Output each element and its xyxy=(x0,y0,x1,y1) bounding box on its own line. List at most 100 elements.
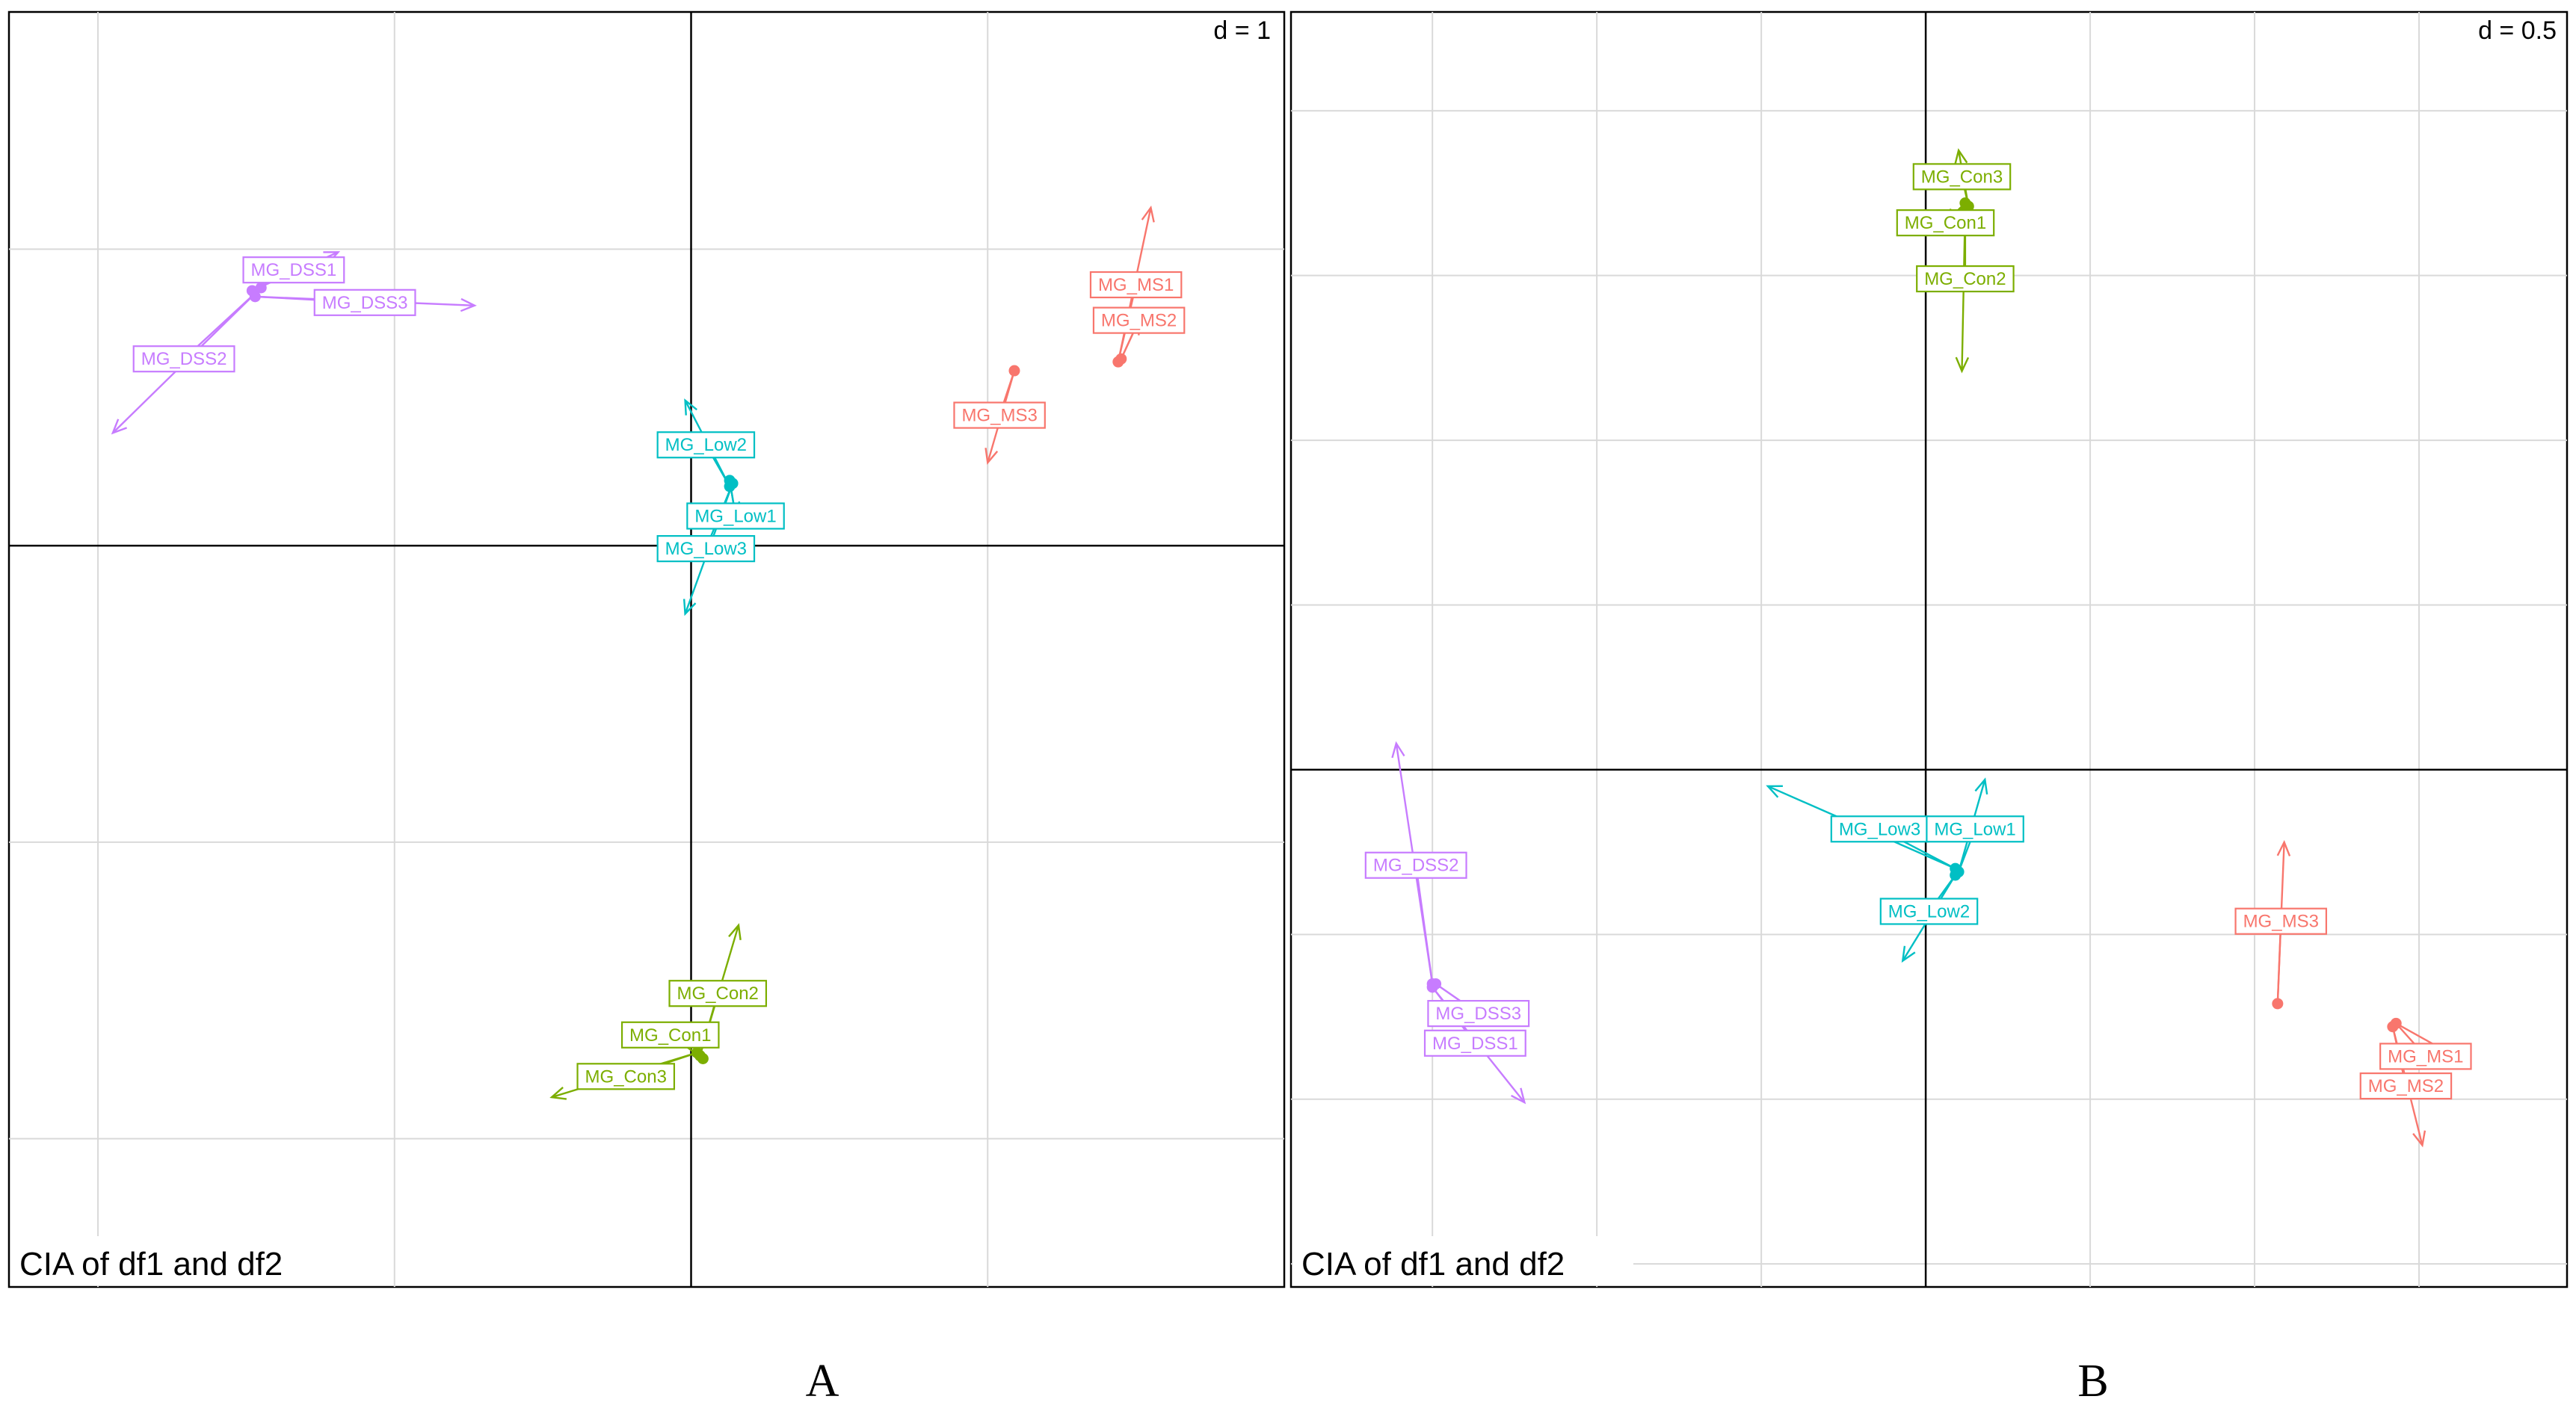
panel-a-label-text-mg-low2: MG_Low2 xyxy=(665,435,747,455)
panel-a-label-text-mg-dss1: MG_DSS1 xyxy=(251,260,337,280)
panel-a-arrowhead-mg-con3 xyxy=(549,1087,567,1100)
panel-b-label-box-mg-ms1 xyxy=(2379,1043,2472,1070)
panel-a-label-box-mg-con2 xyxy=(668,980,768,1007)
panel-b-label-mg-dss1: MG_DSS1 xyxy=(1423,1029,1526,1057)
panel-a-label-text-mg-ms1: MG_MS1 xyxy=(1098,275,1174,295)
panel-a-label-box-mg-dss2 xyxy=(132,345,235,373)
panel-a-label-text-mg-dss2: MG_DSS2 xyxy=(141,349,227,369)
panel-a-points xyxy=(246,282,1127,1065)
panel-a-label-box-mg-con3 xyxy=(576,1063,676,1090)
panel-a-caption-bg xyxy=(10,1236,351,1285)
panel-a-label-mg-con2: MG_Con2 xyxy=(668,980,768,1007)
panel-b-point-mg-ms2 xyxy=(2387,1021,2399,1033)
panel-a-label-mg-low3: MG_Low3 xyxy=(656,535,756,563)
panel-b-label-text-mg-ms2: MG_MS2 xyxy=(2368,1076,2444,1096)
panel-b-arrowhead-mg-dss1 xyxy=(1511,1087,1526,1105)
panel-a-label-box-mg-dss1 xyxy=(242,256,345,284)
panel-a-label-mg-con1: MG_Con1 xyxy=(620,1021,720,1049)
panel-b: MG_Con3 MG_Con1 MG_Con2 MG_Low3 MG_Low1 MG_Lo… xyxy=(1289,10,2569,1407)
panel-b-arrowhead-mg-ms3 xyxy=(2276,839,2291,856)
panel-a-label-text-mg-ms3: MG_MS3 xyxy=(961,406,1037,426)
panel-a-label-mg-low2: MG_Low2 xyxy=(656,431,756,459)
panel-b-caption-bg xyxy=(1292,1236,1633,1285)
panel-a-label-mg-dss2: MG_DSS2 xyxy=(132,345,235,373)
panel-b-arrowhead-mg-con2 xyxy=(1955,356,1970,374)
panel-b-label-box-mg-dss1 xyxy=(1423,1029,1526,1057)
panel-b-label-box-mg-low2 xyxy=(1879,898,1979,925)
panel-b-label-box-mg-ms2 xyxy=(2359,1072,2453,1100)
panel-b-label-mg-dss2: MG_DSS2 xyxy=(1364,851,1467,879)
panel-b-label-box-mg-con1 xyxy=(1896,209,1995,237)
panel-a-point-mg-ms3 xyxy=(1008,365,1020,377)
panel-a-point-mg-low3 xyxy=(727,478,739,490)
panel-a-arrowhead-mg-dss3 xyxy=(460,297,477,312)
panel-a-label-mg-low1: MG_Low1 xyxy=(686,502,785,530)
panel-b-label-mg-ms1: MG_MS1 xyxy=(2379,1043,2472,1070)
panel-b-label-text-mg-ms3: MG_MS3 xyxy=(2243,912,2319,932)
panel-b-label-box-mg-ms3 xyxy=(2234,907,2328,935)
panel-a-arrowhead-mg-low3 xyxy=(682,599,697,617)
panel-b-label-text-mg-ms1: MG_MS1 xyxy=(2388,1046,2463,1066)
panel-b-scale-label: d = 0.5 xyxy=(2478,16,2557,45)
panel-b-label-text-mg-low1: MG_Low1 xyxy=(1934,819,2015,839)
panel-a-caption: CIA of df1 and df2 xyxy=(19,1246,283,1282)
panel-a-axes xyxy=(9,12,1284,1287)
panel-b-label-mg-con3: MG_Con3 xyxy=(1912,163,2012,191)
panel-b-label-text-mg-low2: MG_Low2 xyxy=(1888,901,1970,921)
panel-b-label-text-mg-dss1: MG_DSS1 xyxy=(1432,1034,1518,1054)
panel-b-label-mg-low3: MG_Low3 xyxy=(1830,815,1929,843)
panel-a-label-text-mg-con3: MG_Con3 xyxy=(585,1066,667,1087)
panel-a-arrowhead-mg-dss2 xyxy=(111,419,128,435)
panel-a-grid xyxy=(9,12,1284,1287)
panel-b-label-box-mg-dss3 xyxy=(1427,1000,1530,1028)
panel-b-label-box-mg-low1 xyxy=(1926,815,2024,843)
panel-b-label-text-mg-dss3: MG_DSS3 xyxy=(1435,1004,1521,1024)
panel-b-arrowhead-mg-ms2 xyxy=(2412,1130,2426,1148)
panel-a-label-text-mg-con2: MG_Con2 xyxy=(677,984,759,1004)
panel-b-connector-mg-ms3 xyxy=(2276,921,2282,1004)
panel-a-arrowhead-mg-low2 xyxy=(684,398,697,416)
panel-b-arrowhead-mg-con3 xyxy=(1954,148,1968,165)
panel-b-letter: B xyxy=(2077,1356,2108,1407)
panel-a-arrowhead-mg-ms3 xyxy=(985,448,999,465)
panel-b-point-mg-ms3 xyxy=(2272,998,2284,1010)
panel-b-label-text-mg-con3: MG_Con3 xyxy=(1921,167,2003,187)
panel-a-label-box-mg-ms2 xyxy=(1092,306,1186,334)
panel-a-frame xyxy=(7,10,1286,1288)
panel-b-point-mg-dss1 xyxy=(1426,981,1438,993)
panel-a-label-text-mg-low3: MG_Low3 xyxy=(665,539,747,559)
panel-a-label-box-mg-con1 xyxy=(620,1021,720,1049)
panel-a-label-text-mg-con1: MG_Con1 xyxy=(629,1025,711,1046)
panel-b-label-mg-con2: MG_Con2 xyxy=(1916,265,2015,293)
panel-b-label-mg-low2: MG_Low2 xyxy=(1879,898,1979,925)
panel-b-label-mg-low1: MG_Low1 xyxy=(1926,815,2024,843)
panel-b-label-mg-ms2: MG_MS2 xyxy=(2359,1072,2453,1100)
panel-a-label-mg-ms1: MG_MS1 xyxy=(1089,271,1183,299)
panel-b-connector-mg-dss2 xyxy=(1414,865,1434,984)
panel-b-caption: CIA of df1 and df2 xyxy=(1301,1246,1565,1282)
panel-b-arrowhead-mg-low2 xyxy=(1901,945,1916,963)
panel-a-label-text-mg-low1: MG_Low1 xyxy=(694,506,776,526)
panel-a-label-text-mg-dss3: MG_DSS3 xyxy=(322,293,408,313)
panel-a-label-box-mg-ms1 xyxy=(1089,271,1183,299)
panel-a-label-text-mg-ms2: MG_MS2 xyxy=(1101,311,1177,331)
panel-a-scale-label: d = 1 xyxy=(1213,16,1271,45)
panel-a-letter: A xyxy=(806,1356,839,1407)
panel-a-label-mg-con3: MG_Con3 xyxy=(576,1063,676,1090)
panel-a-label-box-mg-dss3 xyxy=(313,288,416,316)
panel-b-arrowhead-mg-low3 xyxy=(1766,785,1783,798)
panel-a-point-mg-ms2 xyxy=(1115,353,1127,365)
panel-b-arrowhead-mg-dss2 xyxy=(1391,741,1405,759)
panel-a-point-mg-con3 xyxy=(691,1047,703,1059)
panel-b-point-mg-low2 xyxy=(1950,869,1962,881)
panel-a-label-mg-dss3: MG_DSS3 xyxy=(313,288,416,316)
panel-a-labels: MG_DSS1 MG_DSS3 MG_DSS2 MG_Low2 MG_Low1 MG_Lo… xyxy=(132,256,1186,1090)
panel-b-label-box-mg-dss2 xyxy=(1364,851,1467,879)
panel-b-label-box-mg-con2 xyxy=(1916,265,2015,293)
panel-a-label-box-mg-low2 xyxy=(656,431,756,459)
panel-b-label-mg-ms3: MG_MS3 xyxy=(2234,907,2328,935)
panel-a-label-box-mg-ms3 xyxy=(953,401,1046,429)
panel-a-label-mg-ms2: MG_MS2 xyxy=(1092,306,1186,334)
panel-b-arrowhead-mg-low1 xyxy=(1974,777,1988,795)
